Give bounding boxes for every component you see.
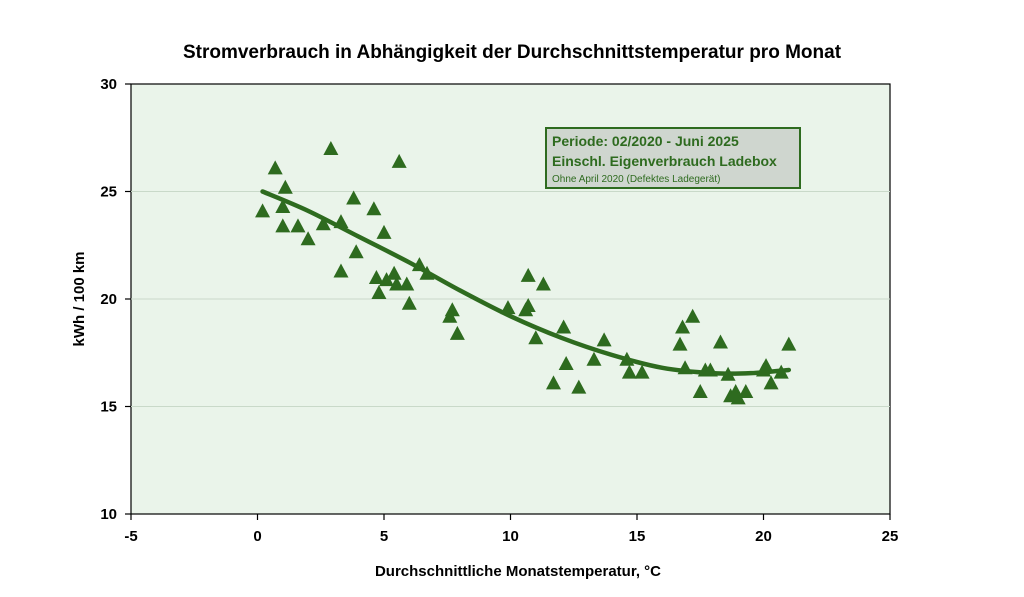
legend-line-period: Periode: 02/2020 - Juni 2025 [552, 133, 739, 149]
legend-line-note: Ohne April 2020 (Defektes Ladegerät) [552, 174, 720, 185]
data-point [619, 351, 635, 366]
data-point [634, 364, 650, 379]
data-point [558, 356, 574, 370]
data-point [675, 319, 691, 334]
data-point [702, 362, 718, 377]
y-axis-label: kWh / 100 km [71, 251, 88, 346]
grid-lines [131, 191, 890, 407]
chart-title: Stromverbrauch in Abhängigkeit der Durch… [183, 42, 842, 63]
data-point [677, 360, 693, 375]
data-point [672, 336, 688, 351]
data-point [333, 214, 349, 229]
data-point [712, 334, 728, 349]
data-point [411, 257, 427, 272]
data-point [333, 263, 349, 278]
x-tick-label: 20 [755, 528, 772, 545]
data-point [546, 375, 562, 390]
x-tick-label: 10 [502, 528, 519, 545]
data-point [763, 375, 779, 390]
data-point [571, 379, 587, 394]
data-point [376, 224, 392, 239]
data-point [500, 300, 516, 315]
data-point [520, 267, 536, 282]
data-point [300, 231, 316, 246]
data-point [419, 265, 435, 280]
data-points [255, 141, 797, 405]
data-point [738, 383, 754, 398]
data-point [275, 199, 291, 214]
data-point [535, 276, 551, 291]
data-point [773, 364, 789, 379]
y-tick-label: 30 [100, 76, 117, 93]
data-point [368, 270, 384, 284]
legend-line-ladebox: Einschl. Eigenverbrauch Ladebox [552, 153, 777, 169]
y-tick-labels: 10 15 20 25 30 [100, 76, 117, 523]
data-point [366, 201, 382, 216]
data-point [528, 330, 544, 345]
data-point [781, 336, 797, 351]
data-point [730, 390, 746, 405]
data-point [277, 179, 293, 194]
data-point [449, 325, 465, 340]
data-point [348, 244, 364, 259]
data-point [391, 153, 407, 168]
y-tick-label: 10 [100, 506, 117, 523]
x-tick-label: 0 [253, 528, 261, 545]
x-tick-label: 25 [882, 528, 899, 545]
legend-box: Periode: 02/2020 - Juni 2025 Einschl. Ei… [545, 127, 801, 189]
x-tick-label: 15 [629, 528, 646, 545]
legend-background [545, 127, 801, 189]
data-point [401, 295, 417, 310]
data-point [685, 308, 701, 323]
data-point [275, 218, 291, 233]
data-point [621, 364, 637, 379]
data-point [399, 276, 415, 291]
data-point [692, 383, 708, 398]
data-point [586, 351, 602, 366]
data-point [255, 203, 271, 218]
x-axis-label: Durchschnittliche Monatstemperatur, °C [375, 563, 661, 580]
data-point [290, 218, 306, 233]
y-tick-label: 25 [100, 184, 117, 201]
data-point [556, 319, 572, 334]
data-point [389, 276, 405, 291]
x-tick-label: 5 [380, 528, 388, 545]
data-point [520, 297, 536, 312]
x-tick-label: -5 [124, 528, 137, 545]
data-point [720, 366, 736, 381]
data-point [267, 160, 283, 175]
data-point [315, 216, 331, 231]
data-point [758, 358, 774, 373]
trendline [260, 189, 792, 376]
data-point [371, 285, 387, 300]
data-point [596, 332, 612, 347]
axis-ticks [125, 83, 891, 520]
y-tick-label: 15 [100, 399, 117, 416]
x-tick-labels: -5 0 5 10 15 20 25 [124, 528, 898, 545]
data-point [444, 302, 460, 317]
data-point [379, 272, 395, 287]
data-point [346, 190, 362, 205]
y-tick-label: 20 [100, 291, 117, 308]
data-point [323, 141, 339, 155]
data-point [386, 265, 402, 280]
